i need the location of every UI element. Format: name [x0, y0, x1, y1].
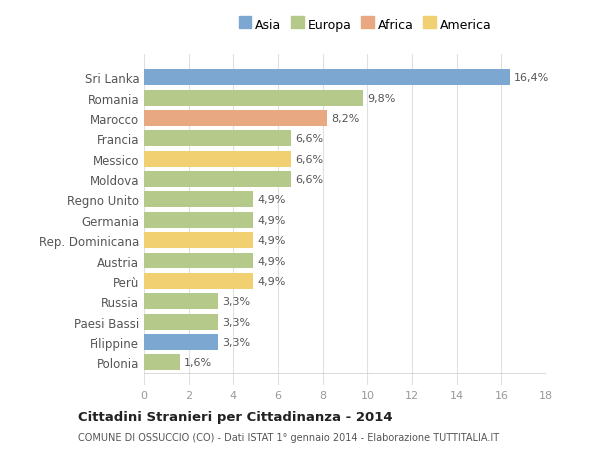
Bar: [144, 172, 292, 188]
Text: 4,9%: 4,9%: [257, 215, 286, 225]
Text: 9,8%: 9,8%: [367, 93, 395, 103]
Text: 6,6%: 6,6%: [295, 175, 323, 185]
Bar: [144, 151, 292, 167]
Legend: Asia, Europa, Africa, America: Asia, Europa, Africa, America: [235, 15, 495, 35]
Text: 4,9%: 4,9%: [257, 276, 286, 286]
Text: 16,4%: 16,4%: [514, 73, 550, 83]
Text: 4,9%: 4,9%: [257, 235, 286, 246]
Text: 4,9%: 4,9%: [257, 256, 286, 266]
Bar: [144, 70, 510, 86]
Text: 3,3%: 3,3%: [222, 337, 250, 347]
Text: 8,2%: 8,2%: [331, 114, 359, 123]
Bar: [144, 334, 218, 350]
Bar: [144, 131, 292, 147]
Text: COMUNE DI OSSUCCIO (CO) - Dati ISTAT 1° gennaio 2014 - Elaborazione TUTTITALIA.I: COMUNE DI OSSUCCIO (CO) - Dati ISTAT 1° …: [78, 432, 499, 442]
Bar: [144, 314, 218, 330]
Text: 4,9%: 4,9%: [257, 195, 286, 205]
Text: 6,6%: 6,6%: [295, 134, 323, 144]
Bar: [144, 294, 218, 309]
Bar: [144, 253, 253, 269]
Bar: [144, 213, 253, 228]
Bar: [144, 90, 363, 106]
Text: 3,3%: 3,3%: [222, 297, 250, 307]
Bar: [144, 111, 327, 127]
Bar: [144, 233, 253, 249]
Bar: [144, 355, 180, 370]
Text: 3,3%: 3,3%: [222, 317, 250, 327]
Bar: [144, 274, 253, 289]
Text: 6,6%: 6,6%: [295, 154, 323, 164]
Bar: [144, 192, 253, 208]
Text: 1,6%: 1,6%: [184, 358, 212, 368]
Text: Cittadini Stranieri per Cittadinanza - 2014: Cittadini Stranieri per Cittadinanza - 2…: [78, 410, 392, 423]
